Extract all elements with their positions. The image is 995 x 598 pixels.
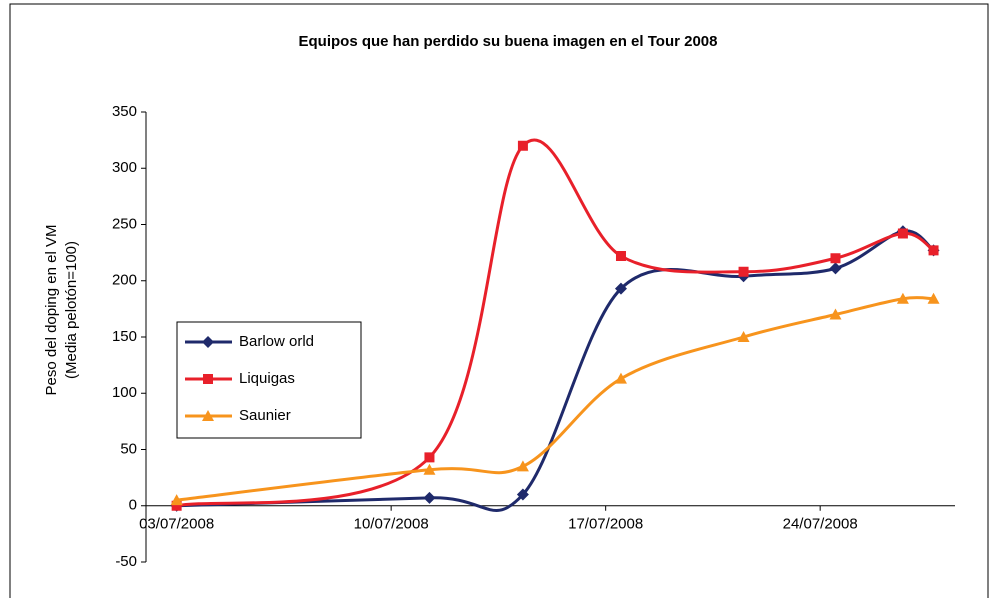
x-tick-label: 03/07/2008 [139,516,214,533]
marker [423,463,436,475]
x-tick-label: 17/07/2008 [568,516,643,533]
marker [423,491,436,504]
marker [738,266,749,277]
legend-label: Liquigas [239,370,295,387]
y-tick-label: 150 [112,328,137,345]
marker [170,494,183,506]
legend-label: Saunier [239,407,291,424]
marker [615,251,626,261]
y-tick-label: 300 [112,159,137,176]
y-tick-label: 50 [120,440,137,457]
series-line [176,138,935,508]
marker [614,282,627,295]
y-tick-label: 250 [112,215,137,232]
chart-title: Equipos que han perdido su buena imagen … [299,33,718,50]
marker [829,262,842,275]
marker [614,372,627,384]
marker [830,253,841,264]
marker [896,292,909,304]
y-tick-label: 200 [112,272,137,289]
legend-marker [203,374,213,384]
marker [171,500,182,511]
x-tick-label: 24/07/2008 [783,516,858,533]
marker [516,460,529,472]
legend-marker [202,410,214,421]
chart-frame [9,3,989,598]
legend: Barlow orld Liquigas Saunier [176,321,362,439]
y-tick-label: -50 [115,553,137,570]
marker [424,452,435,463]
marker [928,245,939,256]
marker [517,140,528,151]
y-tick-label: 0 [129,497,137,514]
marker [516,488,529,501]
y-label-line: (Media pelotón=100) [63,241,80,379]
y-tick-label: 100 [112,384,137,401]
marker [927,292,940,304]
marker [737,331,750,342]
y-label-line: Peso del doping en el VM [43,225,60,396]
y-tick-label: 350 [112,103,137,120]
legend-marker [202,336,214,348]
legend-label: Barlow orld [239,333,314,350]
y-axis-title: Peso del doping en el VM (Media pelotón=… [43,225,80,396]
x-tick-label: 10/07/2008 [354,516,429,533]
marker [829,308,842,320]
marker [897,228,908,239]
